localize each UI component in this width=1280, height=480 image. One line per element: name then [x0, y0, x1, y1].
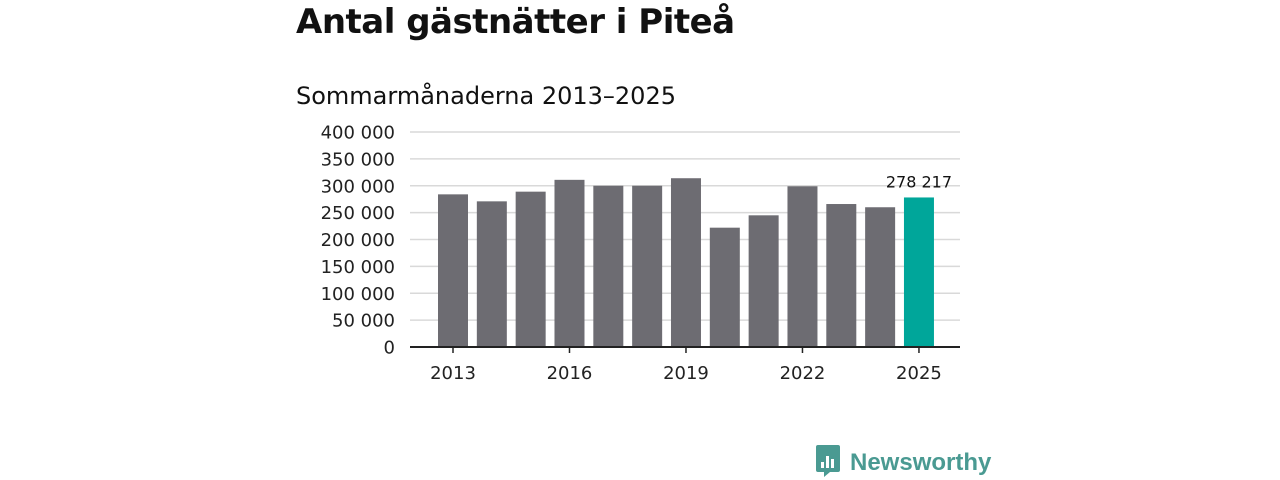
bar-2025	[903, 197, 934, 347]
chart-speech-bubble-icon	[814, 444, 842, 480]
bar-2013	[438, 194, 468, 347]
highlight-data-label: 278 217	[886, 172, 952, 191]
bar-2015	[515, 191, 546, 347]
y-tick-label: 0	[384, 338, 395, 359]
y-tick-label: 100 000	[321, 284, 395, 305]
y-tick-label: 350 000	[321, 149, 395, 170]
bar-2020	[709, 227, 740, 347]
bar-2021	[748, 215, 779, 347]
x-axis-tick-labels: 2013 2016 2019 2022 2025	[430, 363, 942, 384]
bar-2019	[670, 178, 701, 347]
y-tick-label: 150 000	[321, 257, 395, 278]
bar-2014	[476, 201, 507, 347]
chart-subtitle: Sommarmånaderna 2013–2025	[296, 82, 676, 110]
x-tick-label: 2016	[547, 363, 593, 384]
bar-2016	[554, 179, 585, 347]
x-tick-label: 2022	[780, 363, 826, 384]
y-tick-label: 50 000	[332, 311, 395, 332]
bar-2017	[593, 185, 624, 347]
bar-2023	[826, 204, 857, 347]
y-tick-label: 200 000	[321, 230, 395, 251]
x-axis	[410, 346, 960, 353]
chart-title: Antal gästnätter i Piteå	[296, 2, 735, 42]
bar-2018	[632, 185, 663, 347]
y-tick-label: 400 000	[321, 123, 395, 144]
newsworthy-logo: Newsworthy	[814, 444, 992, 480]
bar-2024	[865, 207, 896, 347]
x-tick-label: 2025	[896, 363, 942, 384]
data-labels: 278 217	[886, 172, 952, 191]
x-tick-label: 2019	[663, 363, 709, 384]
bars	[438, 178, 934, 347]
y-tick-label: 250 000	[321, 203, 395, 224]
brand-name: Newsworthy	[850, 449, 992, 476]
x-tick-label: 2013	[430, 363, 476, 384]
y-axis-tick-labels: 0 50 000 100 000 150 000 200 000 250 000 300 0…	[321, 123, 395, 359]
y-tick-label: 300 000	[321, 176, 395, 197]
bar-2022	[787, 186, 818, 347]
